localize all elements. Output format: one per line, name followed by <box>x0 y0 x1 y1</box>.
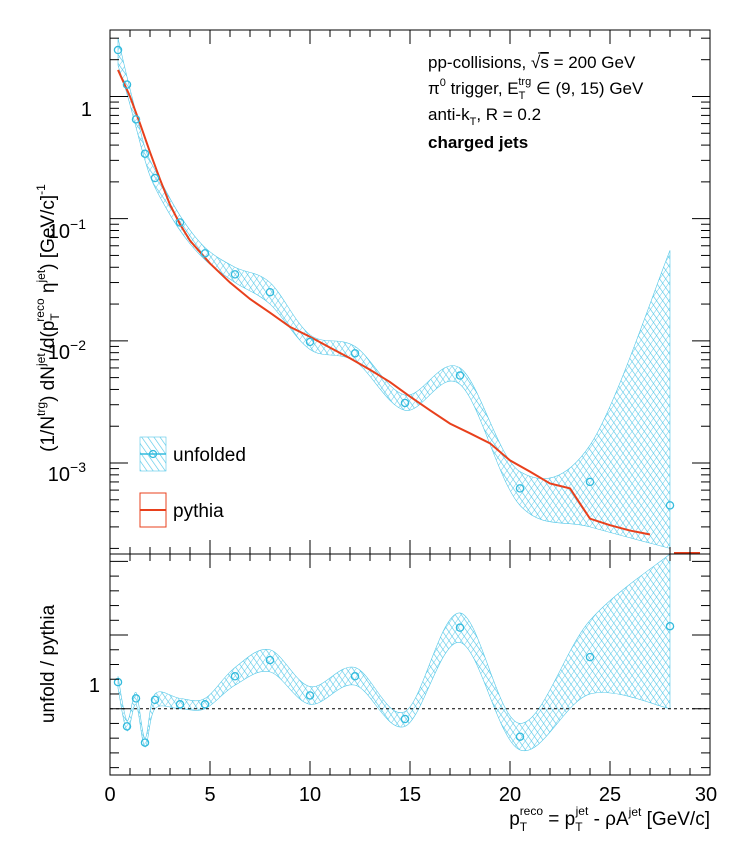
x-axis-title: pTreco = pTjet - ρAjet [GeV/c] <box>509 804 710 834</box>
unfolded-point <box>585 477 595 487</box>
pythia-line <box>117 69 651 536</box>
legend-unfolded-marker <box>148 449 158 459</box>
bottom-panel: 1 unfold / pythia 0 5 10 15 20 25 30 pTr… <box>38 553 717 834</box>
unfolded-point <box>113 45 123 55</box>
unfolded-point <box>665 501 675 510</box>
ratio-point <box>515 732 525 741</box>
xtick-label-0: 0 <box>104 784 115 806</box>
top-panel: 1 10−1 10−2 10−3 (1/Ntrg) dNjet/d(pTreco… <box>33 29 711 555</box>
xtick-label-15: 15 <box>399 784 421 806</box>
pythia-line-layer <box>117 69 700 554</box>
ytick-label-1e-3: 10−3 <box>48 459 86 486</box>
unfolded-point <box>122 80 132 89</box>
ratio-point <box>113 677 123 687</box>
xtick-label-20: 20 <box>499 784 521 806</box>
unfolded-point <box>515 484 525 493</box>
ytick-label-1e-1: 10−1 <box>48 216 86 243</box>
xtick-label-25: 25 <box>599 784 621 806</box>
ratio-point <box>131 694 141 703</box>
ratio-point <box>585 652 595 662</box>
xtick-label-5: 5 <box>204 784 215 806</box>
legend-unfolded-label: unfolded <box>173 445 246 466</box>
ratio-point <box>665 621 675 631</box>
unfolded-uncertainty-band <box>117 38 671 549</box>
ratio-point <box>265 655 275 665</box>
top-x-ticks <box>109 30 711 554</box>
unfolded-point <box>140 149 150 158</box>
ratio-point <box>200 700 210 709</box>
ratio-point <box>455 623 465 632</box>
annotation-collisions: pp-collisions, √s = 200 GeV <box>428 53 636 72</box>
bottom-y-axis-title: unfold / pythia <box>38 604 59 723</box>
ratio-point <box>350 672 360 681</box>
unfolded-point <box>230 270 240 279</box>
ratio-point <box>122 722 132 731</box>
ytick-label-1e-2: 10−2 <box>48 337 86 364</box>
ratio-point <box>230 672 240 681</box>
top-y-ticks <box>110 37 710 549</box>
ratio-uncertainty-band <box>117 554 671 752</box>
unfolded-point <box>305 337 315 347</box>
ratio-band-crosshatch <box>118 554 670 751</box>
unfolded-point <box>400 398 410 408</box>
annotation-jet-type: charged jets <box>428 133 528 152</box>
ratio-point <box>400 714 410 724</box>
annotation-trigger: π0 trigger, ETtrg ∈ (9, 15) GeV <box>428 76 644 102</box>
bottom-y-ticks <box>110 560 710 769</box>
legend-pythia-label: pythia <box>173 501 224 522</box>
unfolded-point <box>131 115 141 124</box>
ratio-point <box>140 738 150 747</box>
unfolded-point <box>175 218 185 227</box>
xtick-label-10: 10 <box>299 784 321 806</box>
bottom-ytick-label-1: 1 <box>89 675 100 697</box>
ratio-point <box>150 695 160 705</box>
unfolded-band-crosshatch <box>118 38 670 549</box>
ratio-point <box>305 691 315 700</box>
ratio-markers <box>113 621 675 747</box>
ratio-point <box>175 700 185 709</box>
unfolded-markers <box>113 45 675 510</box>
unfolded-point <box>200 249 210 258</box>
unfolded-point <box>265 287 275 297</box>
top-y-axis-title: (1/Ntrg) dNjet/d(pTreco ηjet) [GeV/c]-1 <box>33 184 62 452</box>
legend: unfolded pythia <box>139 436 246 528</box>
bottom-x-ticks <box>109 554 711 775</box>
unfolded-point <box>350 349 360 358</box>
ytick-label-1: 1 <box>81 99 92 121</box>
unfolded-point <box>455 371 465 380</box>
unfolded-point <box>150 173 160 183</box>
annotation-algorithm: anti-kT, R = 0.2 <box>428 105 541 128</box>
xtick-label-30: 30 <box>695 784 717 806</box>
